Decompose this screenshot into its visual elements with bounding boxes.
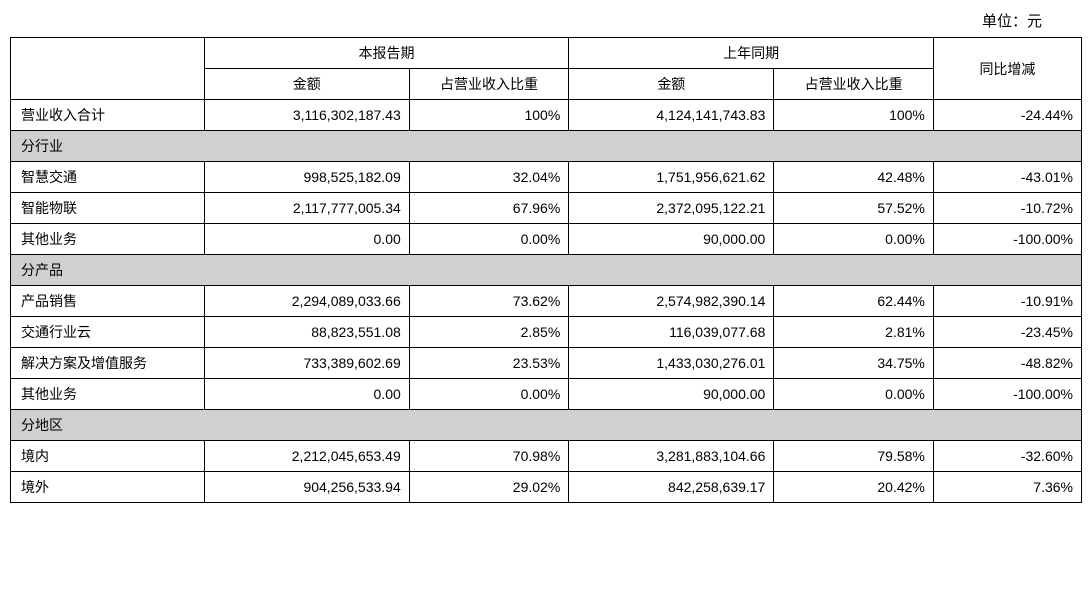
data-row-label: 境外 bbox=[11, 472, 205, 503]
data-row: 境内2,212,045,653.4970.98%3,281,883,104.66… bbox=[11, 441, 1082, 472]
data-row: 其他业务0.000.00%90,000.000.00%-100.00% bbox=[11, 379, 1082, 410]
section-title: 分行业 bbox=[11, 131, 1082, 162]
data-row-label: 产品销售 bbox=[11, 286, 205, 317]
data-row-prior-amount: 2,372,095,122.21 bbox=[569, 193, 774, 224]
data-row-label: 境内 bbox=[11, 441, 205, 472]
header-prior-amount: 金额 bbox=[569, 69, 774, 100]
total-row: 营业收入合计3,116,302,187.43100%4,124,141,743.… bbox=[11, 100, 1082, 131]
revenue-breakdown-table: 本报告期 上年同期 同比增减 金额 占营业收入比重 金额 占营业收入比重 营业收… bbox=[10, 37, 1082, 503]
data-row-prior-amount: 2,574,982,390.14 bbox=[569, 286, 774, 317]
data-row-label: 智能物联 bbox=[11, 193, 205, 224]
data-row: 智能物联2,117,777,005.3467.96%2,372,095,122.… bbox=[11, 193, 1082, 224]
total-row-curr-amount: 3,116,302,187.43 bbox=[204, 100, 409, 131]
data-row-curr-amount: 2,117,777,005.34 bbox=[204, 193, 409, 224]
data-row-label: 智慧交通 bbox=[11, 162, 205, 193]
data-row-curr-pct: 67.96% bbox=[409, 193, 569, 224]
data-row-label: 其他业务 bbox=[11, 379, 205, 410]
data-row-curr-pct: 73.62% bbox=[409, 286, 569, 317]
data-row-prior-pct: 2.81% bbox=[774, 317, 934, 348]
data-row-prior-pct: 62.44% bbox=[774, 286, 934, 317]
data-row-curr-pct: 2.85% bbox=[409, 317, 569, 348]
section-title: 分地区 bbox=[11, 410, 1082, 441]
total-row-curr-pct: 100% bbox=[409, 100, 569, 131]
data-row-prior-pct: 0.00% bbox=[774, 379, 934, 410]
header-yoy-change: 同比增减 bbox=[933, 38, 1081, 100]
data-row-curr-amount: 733,389,602.69 bbox=[204, 348, 409, 379]
data-row-curr-pct: 32.04% bbox=[409, 162, 569, 193]
data-row: 智慧交通998,525,182.0932.04%1,751,956,621.62… bbox=[11, 162, 1082, 193]
data-row-prior-pct: 0.00% bbox=[774, 224, 934, 255]
data-row-curr-amount: 0.00 bbox=[204, 224, 409, 255]
unit-label: 单位：元 bbox=[10, 10, 1082, 31]
data-row-curr-amount: 2,212,045,653.49 bbox=[204, 441, 409, 472]
data-row: 境外904,256,533.9429.02%842,258,639.1720.4… bbox=[11, 472, 1082, 503]
header-current-period: 本报告期 bbox=[204, 38, 569, 69]
data-row-curr-amount: 0.00 bbox=[204, 379, 409, 410]
section-header: 分行业 bbox=[11, 131, 1082, 162]
header-prior-period: 上年同期 bbox=[569, 38, 934, 69]
data-row-curr-pct: 29.02% bbox=[409, 472, 569, 503]
data-row-prior-amount: 842,258,639.17 bbox=[569, 472, 774, 503]
data-row-curr-pct: 0.00% bbox=[409, 224, 569, 255]
data-row-yoy-change: -10.72% bbox=[933, 193, 1081, 224]
data-row-yoy-change: -100.00% bbox=[933, 379, 1081, 410]
header-curr-pct: 占营业收入比重 bbox=[409, 69, 569, 100]
data-row-curr-amount: 904,256,533.94 bbox=[204, 472, 409, 503]
total-row-label: 营业收入合计 bbox=[11, 100, 205, 131]
data-row-curr-pct: 70.98% bbox=[409, 441, 569, 472]
data-row: 产品销售2,294,089,033.6673.62%2,574,982,390.… bbox=[11, 286, 1082, 317]
data-row-prior-amount: 3,281,883,104.66 bbox=[569, 441, 774, 472]
total-row-yoy-change: -24.44% bbox=[933, 100, 1081, 131]
data-row-label: 解决方案及增值服务 bbox=[11, 348, 205, 379]
section-header: 分地区 bbox=[11, 410, 1082, 441]
data-row-curr-pct: 23.53% bbox=[409, 348, 569, 379]
data-row-yoy-change: 7.36% bbox=[933, 472, 1081, 503]
data-row-prior-amount: 90,000.00 bbox=[569, 224, 774, 255]
data-row-prior-amount: 116,039,077.68 bbox=[569, 317, 774, 348]
header-curr-amount: 金额 bbox=[204, 69, 409, 100]
data-row-label: 其他业务 bbox=[11, 224, 205, 255]
data-row-yoy-change: -100.00% bbox=[933, 224, 1081, 255]
header-rowlabel bbox=[11, 38, 205, 100]
data-row-prior-amount: 1,751,956,621.62 bbox=[569, 162, 774, 193]
data-row-prior-pct: 20.42% bbox=[774, 472, 934, 503]
data-row-yoy-change: -10.91% bbox=[933, 286, 1081, 317]
section-header: 分产品 bbox=[11, 255, 1082, 286]
data-row-yoy-change: -43.01% bbox=[933, 162, 1081, 193]
data-row-label: 交通行业云 bbox=[11, 317, 205, 348]
data-row-yoy-change: -23.45% bbox=[933, 317, 1081, 348]
data-row-prior-pct: 34.75% bbox=[774, 348, 934, 379]
section-title: 分产品 bbox=[11, 255, 1082, 286]
data-row-prior-pct: 79.58% bbox=[774, 441, 934, 472]
data-row-yoy-change: -48.82% bbox=[933, 348, 1081, 379]
data-row: 其他业务0.000.00%90,000.000.00%-100.00% bbox=[11, 224, 1082, 255]
data-row-curr-pct: 0.00% bbox=[409, 379, 569, 410]
data-row: 交通行业云88,823,551.082.85%116,039,077.682.8… bbox=[11, 317, 1082, 348]
total-row-prior-amount: 4,124,141,743.83 bbox=[569, 100, 774, 131]
data-row: 解决方案及增值服务733,389,602.6923.53%1,433,030,2… bbox=[11, 348, 1082, 379]
data-row-prior-pct: 57.52% bbox=[774, 193, 934, 224]
total-row-prior-pct: 100% bbox=[774, 100, 934, 131]
data-row-prior-pct: 42.48% bbox=[774, 162, 934, 193]
data-row-curr-amount: 2,294,089,033.66 bbox=[204, 286, 409, 317]
data-row-curr-amount: 88,823,551.08 bbox=[204, 317, 409, 348]
data-row-prior-amount: 90,000.00 bbox=[569, 379, 774, 410]
data-row-yoy-change: -32.60% bbox=[933, 441, 1081, 472]
data-row-curr-amount: 998,525,182.09 bbox=[204, 162, 409, 193]
header-prior-pct: 占营业收入比重 bbox=[774, 69, 934, 100]
data-row-prior-amount: 1,433,030,276.01 bbox=[569, 348, 774, 379]
